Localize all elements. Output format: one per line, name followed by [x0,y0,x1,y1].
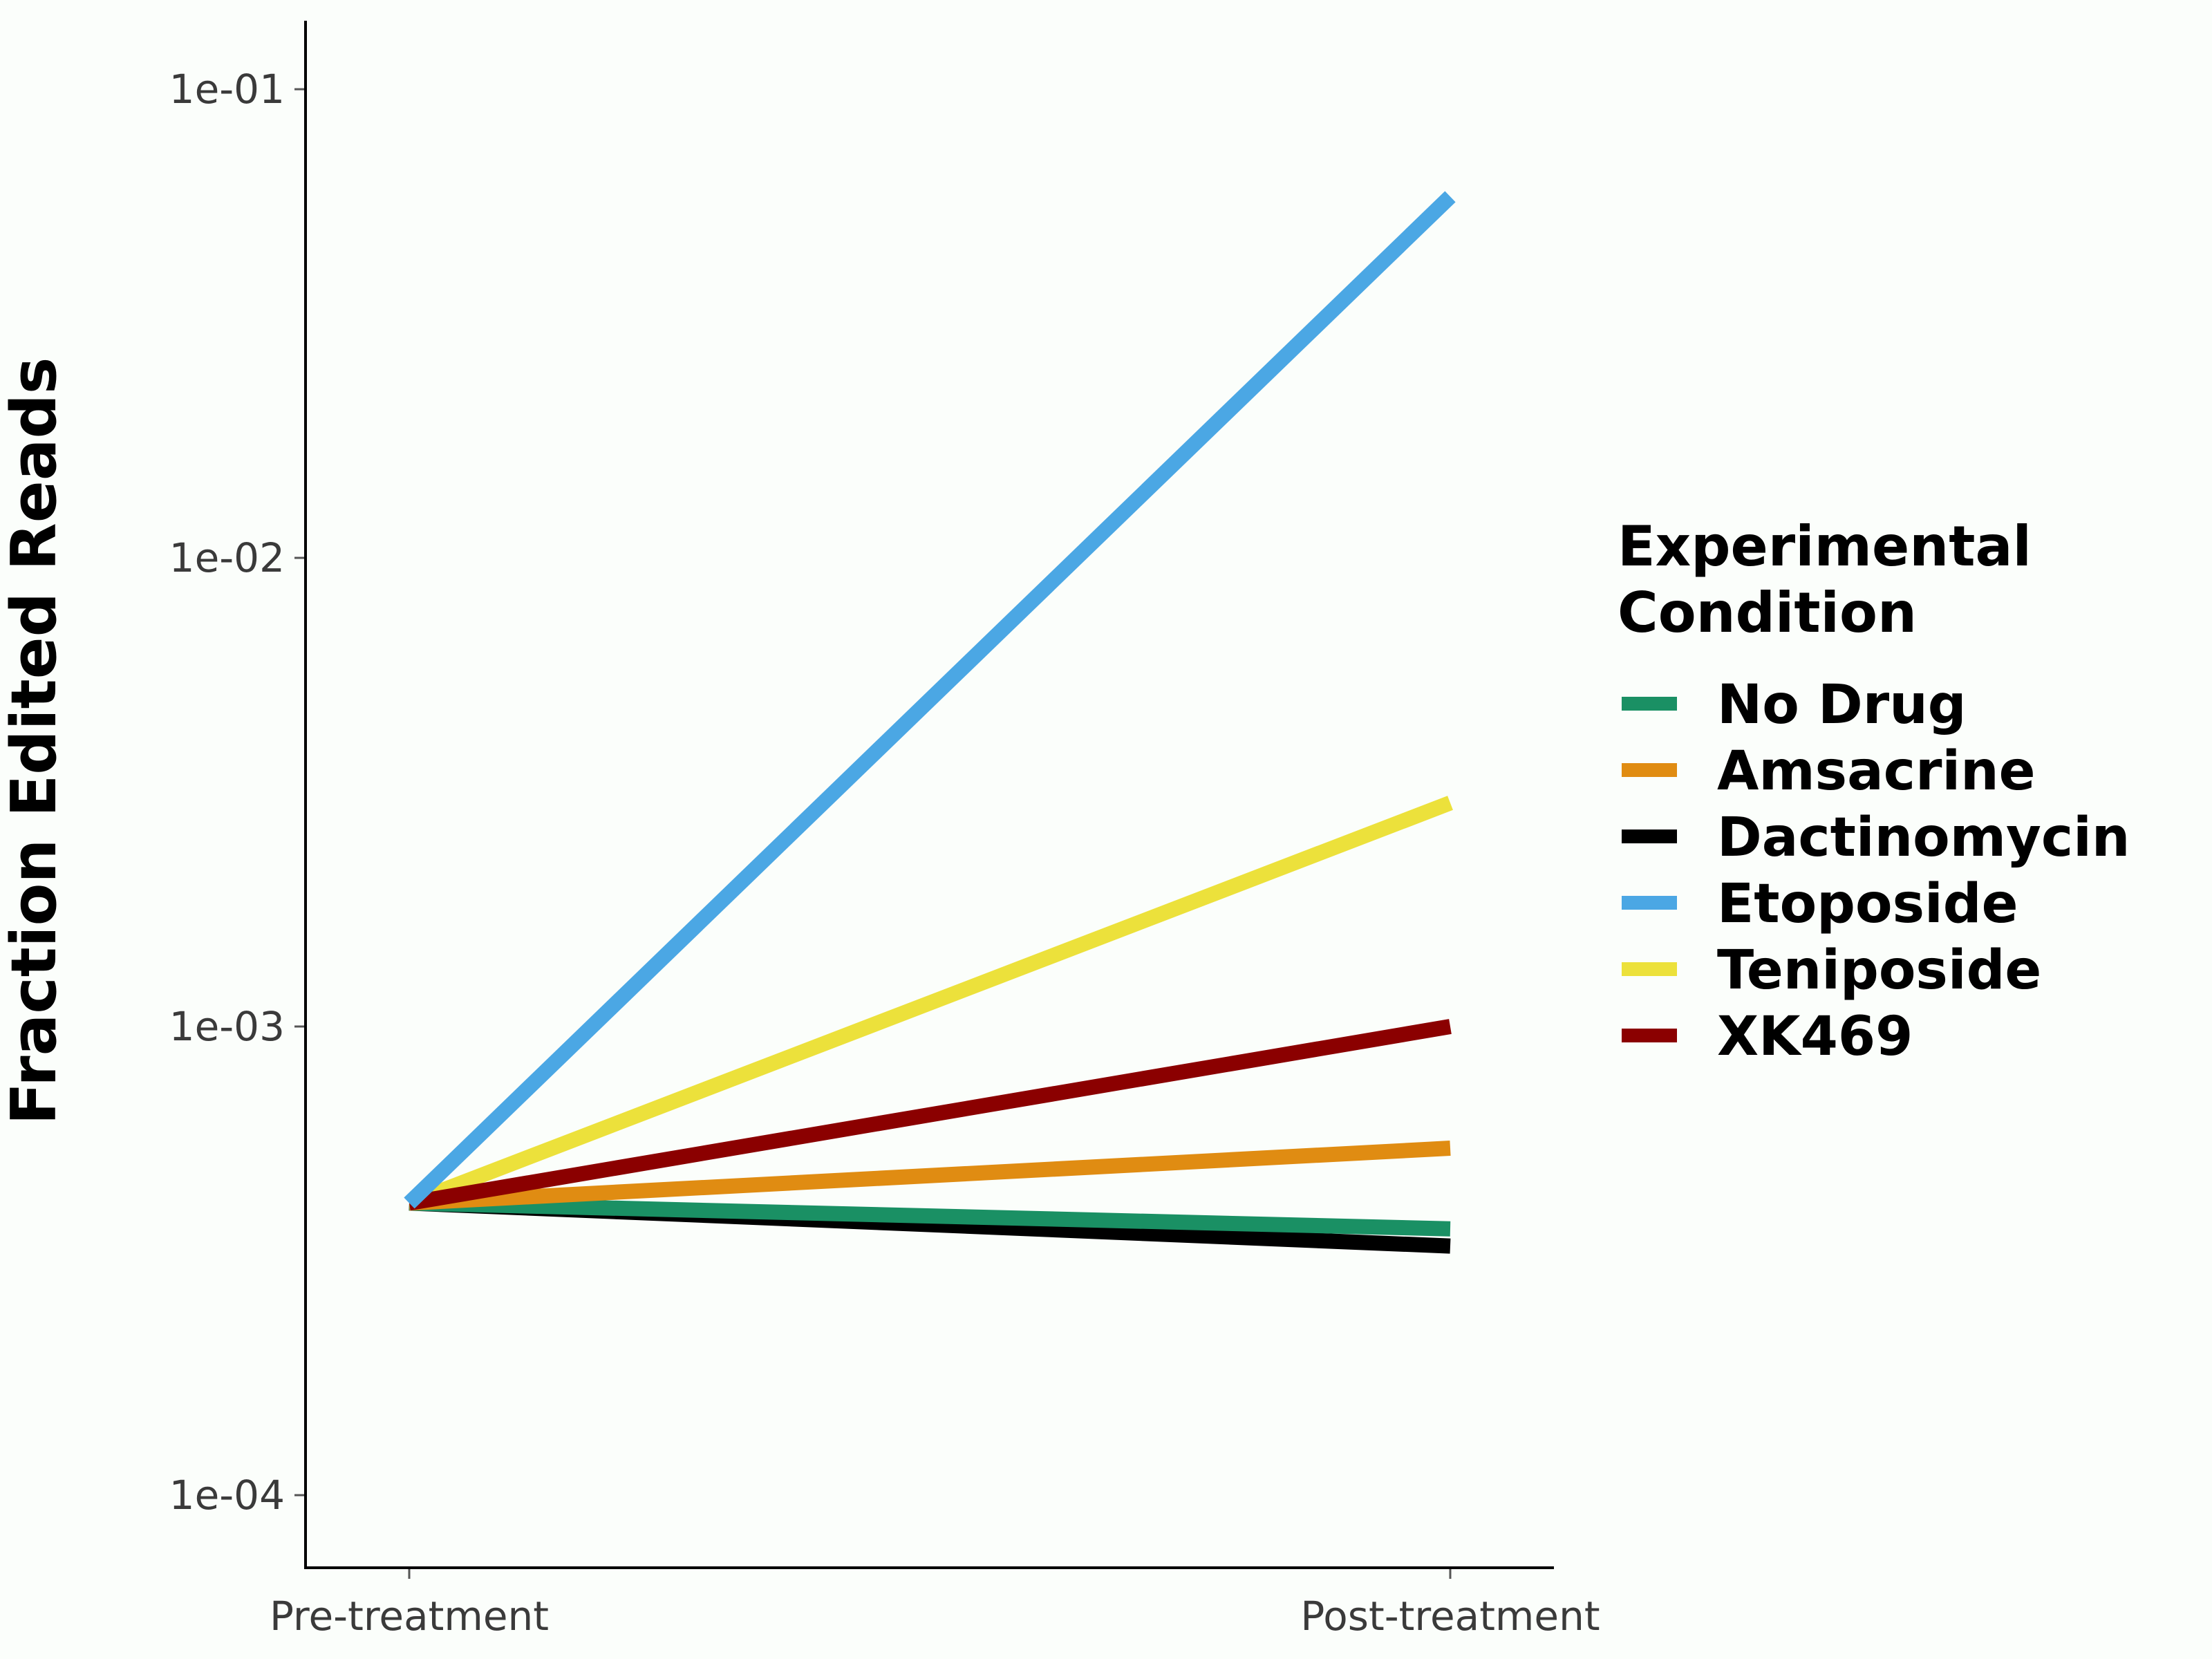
legend-label-dactinomycin: Dactinomycin [1717,807,2130,869]
axis-ticks: 1e-04 1e-03 1e-02 1e-01 Pre-treatment Post-tr… [169,66,1600,1640]
series-line-teniposide [406,796,1453,1210]
series-line-no-drug [409,1195,1451,1237]
y-tick-label: 1e-03 [169,1003,285,1050]
legend-label-etoposide: Etoposide [1717,873,2018,935]
x-tick-label: Pre-treatment [270,1593,549,1640]
y-axis-title: Fraction Edited Reads [0,357,71,1125]
series-line-xk469 [408,1019,1452,1211]
legend-label-teniposide: Teniposide [1717,939,2041,1002]
series-line-amsacrine [409,1141,1451,1211]
x-tick-label: Post-treatment [1300,1593,1600,1640]
legend-label-xk469: XK469 [1717,1006,1913,1068]
legend-label-no-drug: No Drug [1717,674,1967,736]
legend: Experimental Condition No DrugAmsacrineD… [1618,514,2130,1068]
y-tick-label: 1e-02 [169,534,285,581]
legend-title-line-2: Condition [1618,581,1917,645]
y-tick-label: 1e-04 [169,1472,285,1519]
y-tick-label: 1e-01 [169,66,285,113]
series-lines [404,191,1456,1254]
series-line-etoposide [404,191,1456,1209]
legend-title-line-1: Experimental [1618,514,2032,579]
legend-label-amsacrine: Amsacrine [1717,740,2036,803]
